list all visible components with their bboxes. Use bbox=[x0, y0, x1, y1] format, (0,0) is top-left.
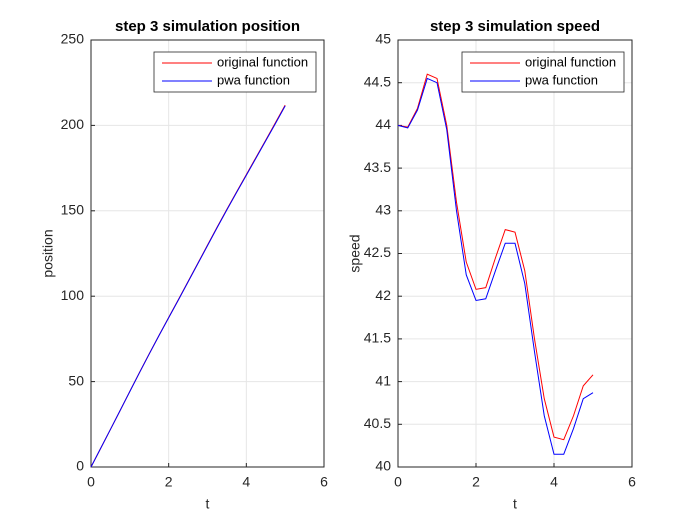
x-tick-label: 6 bbox=[628, 474, 636, 490]
y-tick-label: 44.5 bbox=[364, 73, 391, 89]
y-tick-label: 100 bbox=[61, 287, 85, 303]
y-tick-label: 50 bbox=[68, 372, 84, 388]
axes-frame bbox=[90, 39, 325, 468]
y-tick-label: 150 bbox=[61, 202, 85, 218]
y-tick-label: 43.5 bbox=[364, 159, 391, 175]
legend-box bbox=[461, 51, 625, 93]
x-tick-label: 4 bbox=[550, 474, 558, 490]
y-tick-label: 40.5 bbox=[364, 415, 391, 431]
y-tick-label: 200 bbox=[61, 116, 85, 132]
legend-box bbox=[153, 51, 317, 93]
legend-label: pwa function bbox=[217, 72, 290, 87]
x-tick-label: 0 bbox=[394, 474, 402, 490]
y-tick-label: 43 bbox=[375, 202, 391, 218]
x-tick-label: 6 bbox=[320, 474, 328, 490]
y-tick-label: 44 bbox=[375, 116, 391, 132]
y-tick-label: 41 bbox=[375, 372, 391, 388]
y-tick-label: 0 bbox=[76, 458, 84, 474]
y-tick-label: 45 bbox=[375, 31, 391, 47]
legend-label: original function bbox=[525, 54, 616, 69]
y-axis-label: speed bbox=[347, 234, 363, 272]
y-tick-label: 250 bbox=[61, 31, 85, 47]
x-axis-label: t bbox=[513, 496, 517, 512]
series-line bbox=[90, 105, 286, 468]
y-tick-label: 42 bbox=[375, 287, 391, 303]
y-axis-label: position bbox=[40, 229, 56, 277]
x-axis-label: t bbox=[206, 496, 210, 512]
series-line bbox=[397, 77, 594, 455]
legend-label: original function bbox=[217, 54, 308, 69]
x-tick-label: 2 bbox=[165, 474, 173, 490]
chart-title: step 3 simulation position bbox=[115, 18, 300, 35]
axes-background bbox=[91, 40, 324, 467]
y-tick-label: 41.5 bbox=[364, 330, 391, 346]
x-tick-label: 2 bbox=[472, 474, 480, 490]
series-line bbox=[397, 73, 594, 441]
x-tick-label: 0 bbox=[87, 474, 95, 490]
x-tick-label: 4 bbox=[242, 474, 250, 490]
y-tick-label: 40 bbox=[375, 458, 391, 474]
chart-title: step 3 simulation speed bbox=[430, 18, 600, 35]
legend-label: pwa function bbox=[525, 72, 598, 87]
axes-frame bbox=[397, 39, 633, 468]
y-tick-label: 42.5 bbox=[364, 244, 391, 260]
